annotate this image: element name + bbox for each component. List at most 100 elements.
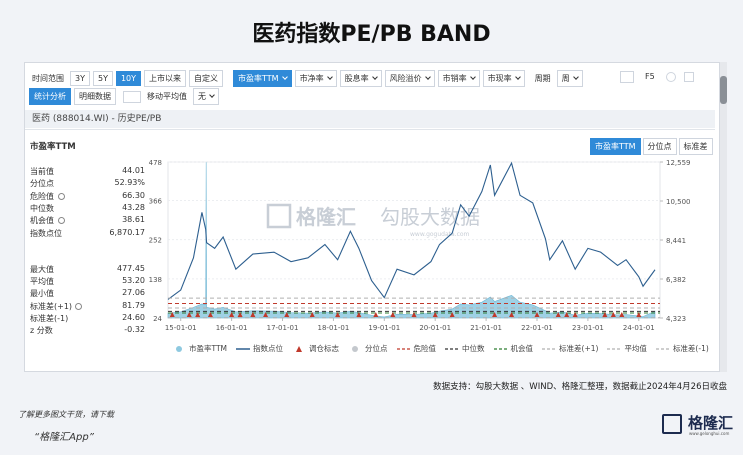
rebalance-marker bbox=[610, 312, 616, 317]
legend-label: 标准差(-1) bbox=[672, 344, 709, 353]
stat-value: 477.45 bbox=[117, 263, 145, 273]
share-icon[interactable] bbox=[683, 71, 694, 82]
chart: 24 138 252 366 478 4,323 6,382 8,441 10,500 12,55… bbox=[149, 159, 691, 332]
analysis-tab[interactable]: 统计分析 bbox=[29, 88, 71, 105]
rebalance-marker bbox=[564, 312, 570, 317]
logo-mark bbox=[662, 414, 682, 434]
page-title: 医药指数PE/PB BAND bbox=[252, 22, 491, 47]
chart-tabs: 市盈率TTM 分位点 标准差 bbox=[590, 138, 713, 155]
legend-icon bbox=[352, 345, 359, 352]
metric-dropdown[interactable]: 市净率 bbox=[294, 70, 337, 87]
x-tick-label: 16-01-01 bbox=[216, 324, 248, 332]
rebalance-marker bbox=[509, 312, 515, 317]
rebalance-marker bbox=[263, 312, 269, 317]
rebalance-marker bbox=[195, 312, 201, 317]
chart-tab[interactable]: 分位点 bbox=[642, 138, 677, 155]
y2-tick-label: 12,559 bbox=[666, 159, 691, 167]
grid-icon[interactable] bbox=[123, 90, 141, 103]
rebalance-marker bbox=[356, 312, 362, 317]
legend-item[interactable]: 平均值 bbox=[607, 343, 647, 354]
legend-icon bbox=[396, 347, 411, 350]
scroll-thumb[interactable] bbox=[720, 76, 727, 104]
legend: 市盈率TTM 指数点位 调仓标志 分位点 危险值 中位数 机会值 标准差(+1) 平均值 标准差(… bbox=[172, 343, 709, 354]
range-button[interactable]: 上市以来 bbox=[144, 70, 187, 87]
rebalance-marker bbox=[186, 312, 192, 317]
metric-dropdown[interactable]: 市现率 bbox=[482, 70, 525, 87]
promo-app: “格隆汇App” bbox=[34, 432, 94, 443]
chart-tab[interactable]: 标准差 bbox=[678, 138, 713, 155]
info-icon[interactable] bbox=[75, 302, 82, 310]
legend-icon bbox=[493, 347, 508, 350]
metric-dropdown[interactable]: 市销率 bbox=[437, 70, 480, 87]
rebalance-marker bbox=[432, 312, 438, 317]
export-icon[interactable] bbox=[620, 70, 634, 83]
refresh-button[interactable]: F5 bbox=[645, 72, 655, 81]
range-button[interactable]: 自定义 bbox=[189, 70, 224, 87]
y-tick-label: 366 bbox=[149, 197, 163, 205]
metric-dropdown[interactable]: 风险溢价 bbox=[384, 70, 435, 87]
rebalance-marker bbox=[229, 312, 235, 317]
rebalance-marker bbox=[169, 312, 175, 317]
legend-item[interactable]: 机会值 bbox=[493, 343, 533, 354]
legend-dot bbox=[176, 345, 182, 352]
range-button[interactable]: 10Y bbox=[115, 71, 142, 86]
y-tick-label: 252 bbox=[149, 237, 162, 245]
watermark: 格隆汇 bbox=[296, 205, 356, 229]
legend-label: 平均值 bbox=[624, 344, 647, 353]
rebalance-marker bbox=[555, 312, 561, 317]
legend-item[interactable]: 危险值 bbox=[396, 343, 436, 354]
rebalance-marker bbox=[492, 312, 498, 317]
legend-dot bbox=[352, 345, 359, 352]
stat-name: 当前值 bbox=[30, 167, 54, 176]
stat-name: 机会值 bbox=[30, 216, 54, 226]
y2-tick-label: 4,323 bbox=[666, 315, 686, 323]
legend-item[interactable]: 分位点 bbox=[348, 343, 388, 354]
period-label: 周期 bbox=[534, 74, 551, 83]
rebalance-marker bbox=[284, 312, 290, 317]
stat-value: 52.93% bbox=[114, 178, 145, 188]
legend-item[interactable]: 指数点位 bbox=[236, 343, 283, 354]
legend-item[interactable]: 中位数 bbox=[445, 343, 485, 354]
source-note: 数据支持：勾股大数据 、WIND、格隆汇整理，数据截止2024年4月26日收盘 bbox=[433, 382, 727, 392]
logo-name: 格隆汇 bbox=[688, 414, 734, 432]
legend-item[interactable]: 标准差(+1) bbox=[542, 343, 598, 354]
x-tick-label: 17-01-01 bbox=[267, 324, 299, 332]
y2-tick-label: 6,382 bbox=[666, 276, 686, 284]
chart-tab[interactable]: 市盈率TTM bbox=[590, 138, 641, 155]
rebalance-marker bbox=[636, 312, 642, 317]
promo-text: 了解更多图文干货，请下载 bbox=[18, 410, 114, 419]
legend-label: 中位数 bbox=[462, 344, 485, 353]
metric-dropdown[interactable]: 市盈率TTM bbox=[233, 70, 292, 87]
info-icon[interactable] bbox=[58, 192, 65, 200]
legend-icon bbox=[607, 347, 622, 350]
stat-value: 44.01 bbox=[122, 166, 145, 175]
range-button[interactable]: 3Y bbox=[70, 71, 90, 86]
x-tick-label: 18-01-01 bbox=[318, 324, 350, 332]
stat-name: 标准差(-1) bbox=[30, 314, 69, 323]
watermark: 勾股大数据 bbox=[380, 205, 480, 229]
ma-dropdown[interactable]: 无 bbox=[193, 88, 219, 105]
rebalance-marker bbox=[449, 312, 455, 317]
legend-icon bbox=[655, 347, 670, 350]
legend-item[interactable]: 调仓标志 bbox=[292, 343, 339, 354]
rebalance-marker bbox=[335, 312, 341, 317]
analysis-tab[interactable]: 明细数据 bbox=[74, 88, 116, 105]
y2-tick-label: 10,500 bbox=[666, 198, 691, 206]
period-dropdown[interactable]: 周 bbox=[556, 70, 583, 87]
legend-icon bbox=[296, 345, 303, 352]
stat-value: 38.61 bbox=[122, 215, 145, 225]
info-icon[interactable] bbox=[58, 217, 65, 225]
rebalance-marker bbox=[572, 312, 578, 317]
toolbar: 时间范围 3Y 5Y 10Y 上市以来 自定义 市盈率TTM 市净率 股息率 风险溢价 市销率 市现率… bbox=[29, 70, 583, 87]
stat-value: 24.60 bbox=[122, 313, 145, 322]
legend-item[interactable]: 市盈率TTM bbox=[172, 343, 227, 354]
y2-tick-label: 8,441 bbox=[666, 237, 686, 245]
range-button[interactable]: 5Y bbox=[92, 71, 113, 86]
legend-item[interactable]: 标准差(-1) bbox=[655, 343, 709, 354]
metric-dropdown[interactable]: 股息率 bbox=[339, 70, 382, 87]
stat-name: z 分数 bbox=[30, 326, 53, 336]
legend-icon bbox=[445, 347, 460, 350]
y-tick-label: 138 bbox=[149, 276, 162, 284]
x-tick-label: 20-01-01 bbox=[419, 324, 451, 332]
add-icon[interactable] bbox=[665, 71, 676, 82]
